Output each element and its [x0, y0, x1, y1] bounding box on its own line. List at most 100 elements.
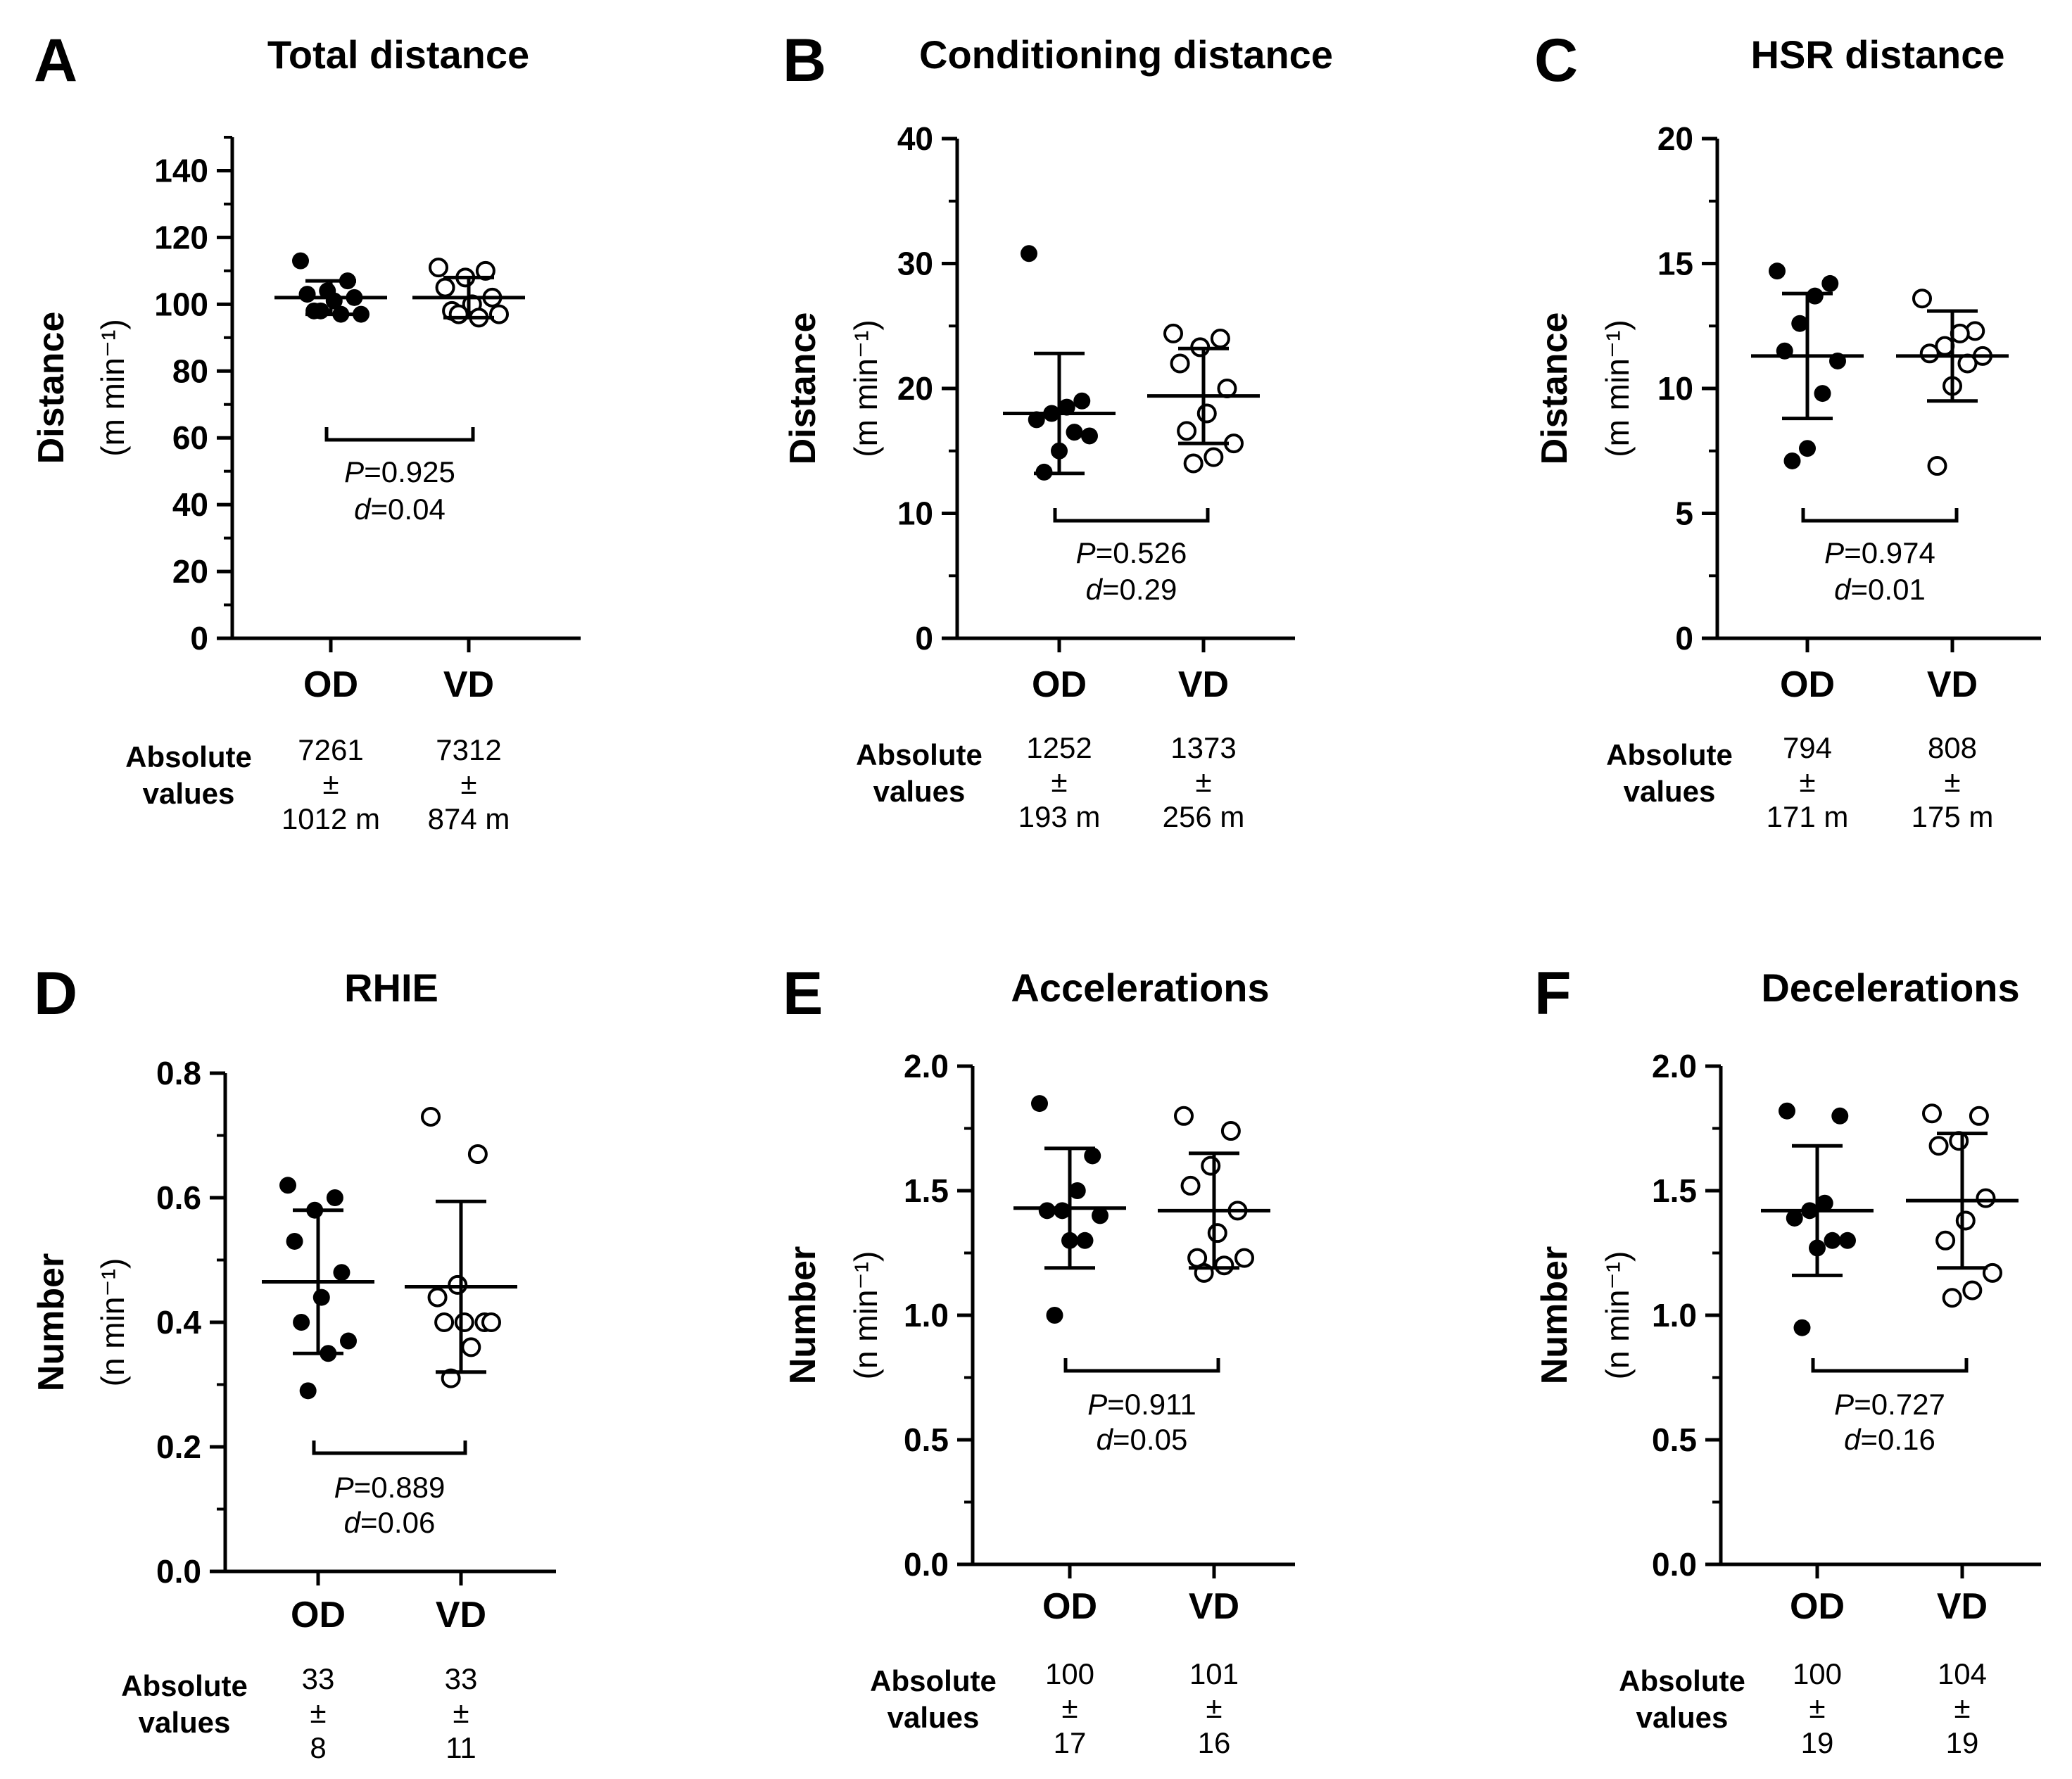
data-point: [1799, 440, 1816, 457]
panel-letter: F: [1534, 960, 1572, 1027]
data-point: [1824, 1232, 1841, 1249]
data-point: [1831, 1107, 1849, 1125]
p-value: P=0.889: [334, 1471, 446, 1504]
y-tick-label: 2.0: [904, 1048, 949, 1084]
absolute-sd: 256 m: [1163, 800, 1245, 833]
data-point: [1821, 274, 1839, 292]
data-point: [454, 1312, 474, 1332]
data-point: [1816, 1194, 1833, 1212]
absolute-pm: ±: [1195, 765, 1211, 798]
data-point: [1021, 245, 1037, 262]
absolute-label: values: [873, 775, 966, 808]
y-tick-label: 1.0: [904, 1297, 949, 1334]
y-tick-label: 30: [897, 246, 933, 282]
absolute-sd: 8: [310, 1731, 326, 1764]
absolute-sd: 11: [446, 1731, 476, 1764]
y-tick-label: 15: [1657, 246, 1693, 282]
data-point: [448, 1274, 468, 1295]
y-tick-label: 0.0: [156, 1553, 201, 1590]
data-point: [441, 1368, 461, 1388]
absolute-sd: 193 m: [1018, 800, 1101, 833]
effect-size: d=0.01: [1834, 573, 1926, 606]
panel-f: F Decelerations 0.0 0.5 1.0 1.5 2.0 Number (n mi…: [1534, 960, 2041, 1759]
comparison-bracket: [1063, 1358, 1220, 1373]
absolute-sd: 19: [1801, 1726, 1834, 1759]
data-point: [293, 1314, 310, 1331]
x-category-label: VD: [1937, 1586, 1988, 1627]
y-axis-label: Distance: [1534, 312, 1575, 465]
absolute-pm: ±: [310, 1696, 326, 1729]
series-vd: [1147, 323, 1260, 474]
absolute-mean: 100: [1045, 1657, 1094, 1690]
absolute-sd: 1012 m: [282, 802, 380, 835]
absolute-pm: ±: [1944, 765, 1960, 798]
data-point: [1912, 289, 1932, 309]
absolute-pm: ±: [460, 767, 476, 800]
data-point: [461, 1337, 481, 1357]
y-tick-label: 1.5: [904, 1172, 949, 1209]
data-point: [1180, 1175, 1201, 1196]
data-point: [1076, 1232, 1094, 1249]
p-value: P=0.526: [1076, 536, 1187, 569]
absolute-pm: ±: [1206, 1691, 1222, 1724]
y-tick-label: 60: [172, 419, 208, 456]
comparison-bracket: [1053, 508, 1210, 523]
absolute-label: Absolute: [856, 738, 983, 771]
absolute-mean: 1373: [1170, 731, 1236, 764]
data-point: [1073, 392, 1091, 410]
data-point: [429, 258, 448, 278]
y-tick-label: 0.2: [156, 1429, 201, 1465]
absolute-mean: 33: [302, 1662, 335, 1695]
absolute-label: Absolute: [870, 1664, 997, 1697]
absolute-sd: 17: [1054, 1726, 1087, 1759]
data-point: [1234, 1248, 1254, 1268]
data-point: [1028, 411, 1045, 429]
data-point: [1210, 329, 1230, 348]
y-tick-label: 0.0: [1652, 1546, 1697, 1583]
p-value: P=0.925: [344, 455, 455, 488]
panel-b: B Conditioning distance 0 10 20 30 40 Distance (…: [783, 27, 1333, 833]
y-tick-label: 40: [897, 120, 933, 157]
panel-title: RHIE: [344, 966, 438, 1010]
panel-title: Accelerations: [1011, 966, 1269, 1010]
data-point: [434, 1312, 455, 1332]
x-category-label: OD: [1790, 1586, 1845, 1627]
effect-size: d=0.04: [354, 493, 446, 526]
y-tick-label: 1.0: [1652, 1297, 1697, 1334]
data-point: [467, 1144, 488, 1165]
effect-size: d=0.29: [1086, 573, 1177, 606]
y-tick-label: 100: [154, 286, 208, 322]
data-point: [1922, 1103, 1942, 1124]
data-point: [435, 277, 455, 298]
absolute-label: Absolute: [1606, 738, 1733, 771]
data-point: [427, 1287, 448, 1308]
absolute-label: values: [143, 777, 235, 810]
panel-letter: B: [783, 27, 826, 94]
data-point: [448, 304, 469, 324]
absolute-mean: 100: [1793, 1657, 1842, 1690]
y-axis-unit: (m min⁻¹): [847, 319, 884, 457]
data-point: [340, 1332, 357, 1350]
y-tick-label: 20: [1657, 120, 1693, 157]
absolute-label: Absolute: [125, 740, 252, 773]
x-category-label: OD: [1780, 664, 1835, 705]
series-od: [274, 252, 387, 323]
data-point: [1779, 1102, 1795, 1120]
y-axis-label: Distance: [31, 312, 72, 464]
comparison-bracket: [1801, 508, 1959, 523]
comparison-bracket: [1811, 1358, 1969, 1373]
x-category-label: VD: [1927, 664, 1978, 705]
data-point: [1955, 1210, 1976, 1231]
data-point: [489, 304, 509, 324]
y-tick-label: 20: [172, 553, 208, 590]
y-axis-label: Number: [1534, 1246, 1575, 1384]
x-category-label: VD: [1178, 664, 1229, 705]
y-tick-label: 0.5: [1652, 1422, 1697, 1458]
x-category-label: OD: [1032, 664, 1087, 705]
y-tick-label: 0: [915, 620, 933, 657]
x-category-label: OD: [303, 664, 358, 705]
data-point: [421, 1106, 441, 1127]
data-point: [312, 1289, 330, 1306]
comparison-bracket: [324, 427, 475, 442]
data-point: [312, 302, 329, 319]
